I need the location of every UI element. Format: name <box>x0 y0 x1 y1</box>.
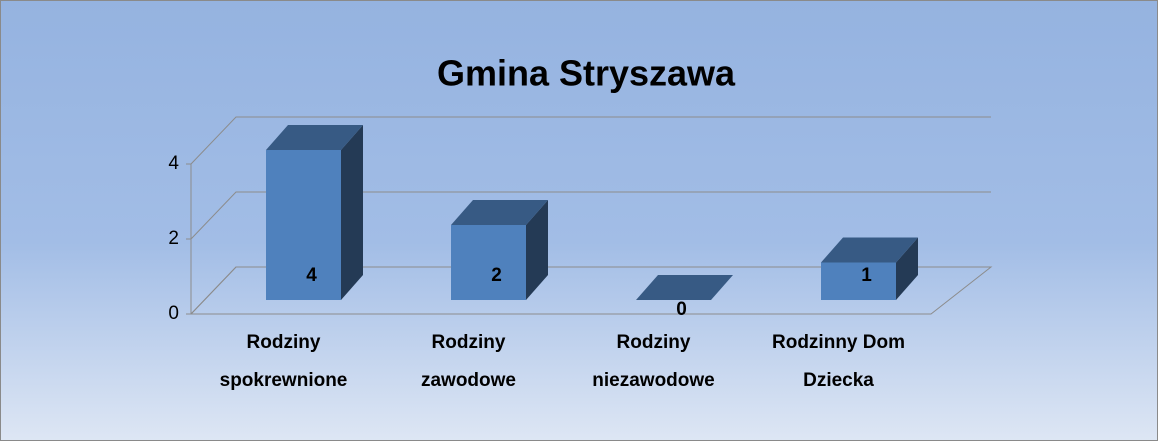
x-tick-label: Rodziny niezawodowe <box>592 332 715 391</box>
value-label: 0 <box>676 299 687 320</box>
grid-line <box>190 266 991 315</box>
bar <box>451 225 526 300</box>
bar-side <box>526 200 548 300</box>
value-label: 2 <box>491 265 502 286</box>
bar-side <box>896 237 918 300</box>
grid-line <box>190 191 991 240</box>
bar-top <box>451 200 548 225</box>
x-tick-label: Rodzinny Dom Dziecka <box>772 332 905 391</box>
value-label: 4 <box>306 265 317 286</box>
bar-top <box>266 125 363 150</box>
bar-side <box>341 125 363 300</box>
bar <box>821 262 896 300</box>
grid-line <box>190 116 991 165</box>
bar <box>266 150 341 300</box>
chart-title: Gmina Stryszawa <box>437 53 736 94</box>
y-tick-label: 0 <box>168 303 179 324</box>
value-label: 1 <box>861 265 872 286</box>
y-tick-label: 4 <box>168 153 179 174</box>
bar-top <box>636 275 733 300</box>
x-tick-label: Rodziny zawodowe <box>420 332 516 391</box>
y-tick-label: 2 <box>168 228 179 249</box>
bar-top <box>821 237 918 263</box>
x-tick-label: Rodziny spokrewnione <box>219 332 348 391</box>
